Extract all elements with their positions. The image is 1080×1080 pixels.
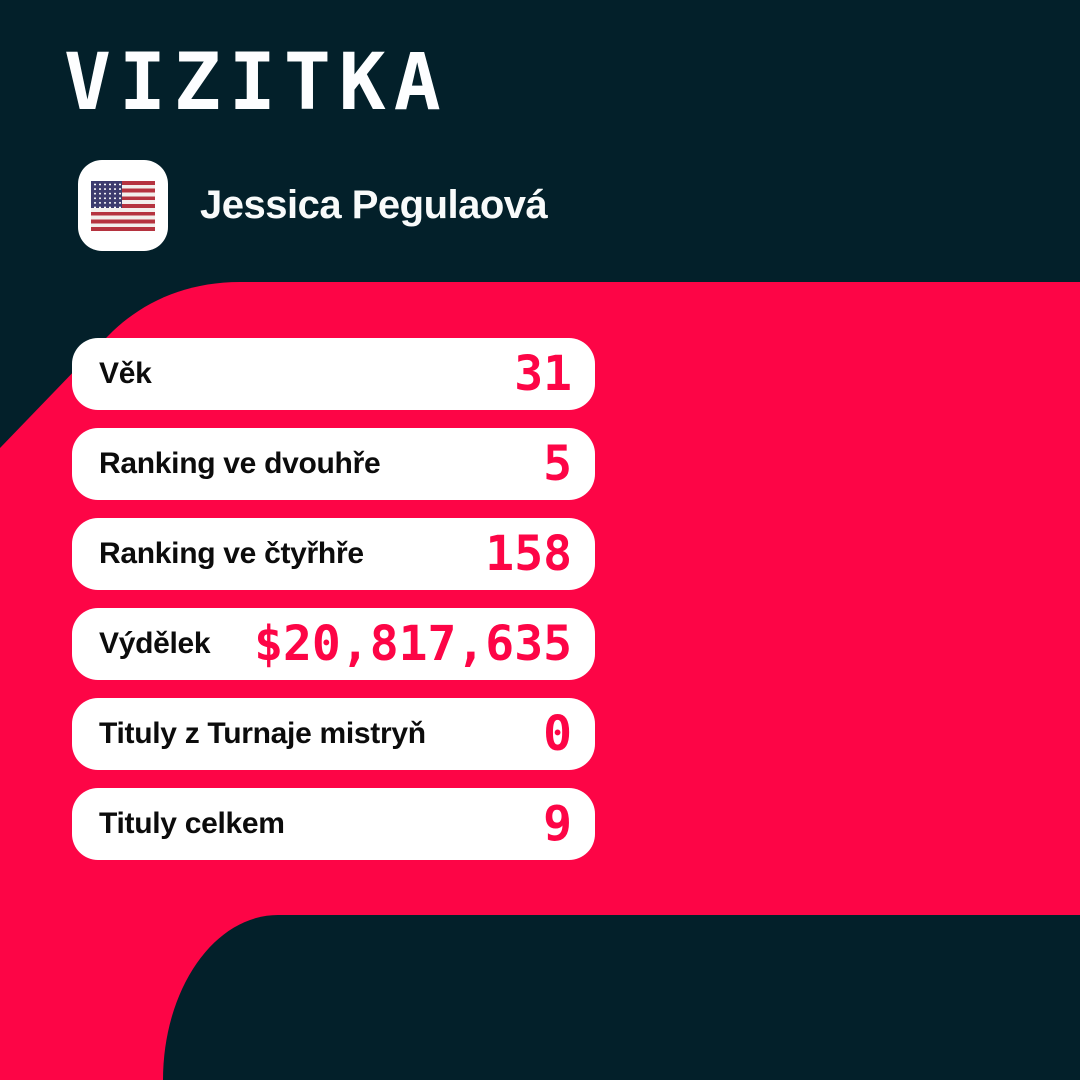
stat-label: Ranking ve dvouhře [99,447,381,480]
player-header: Jessica Pegulaová [78,160,548,251]
stat-row: Ranking ve čtyřhře 158 [72,518,595,590]
stat-row: Ranking ve dvouhře 5 [72,428,595,500]
stat-label: Ranking ve čtyřhře [99,537,364,570]
flag-canton [91,180,122,208]
stat-label: Výdělek [99,627,211,660]
stat-label: Tituly z Turnaje mistryň [99,717,426,750]
navy-bottom-shape [163,915,1080,1080]
stat-value: 5 [543,436,572,492]
stat-label: Tituly celkem [99,807,285,840]
stat-value: 158 [485,526,572,582]
stat-label: Věk [99,357,152,390]
stat-value: $20,817,635 [254,616,572,672]
stat-value: 31 [514,346,572,402]
stat-row: Tituly z Turnaje mistryň 0 [72,698,595,770]
flag-badge [78,160,168,251]
stat-row: Výdělek $20,817,635 [72,608,595,680]
stat-value: 9 [543,796,572,852]
stat-value: 0 [543,706,572,762]
stat-row: Věk 31 [72,338,595,410]
stats-list: Věk 31 Ranking ve dvouhře 5 Ranking ve č… [72,338,595,860]
us-flag-icon [91,180,155,231]
stat-row: Tituly celkem 9 [72,788,595,860]
page-title: VIZITKA [64,38,449,128]
player-name: Jessica Pegulaová [200,183,548,227]
